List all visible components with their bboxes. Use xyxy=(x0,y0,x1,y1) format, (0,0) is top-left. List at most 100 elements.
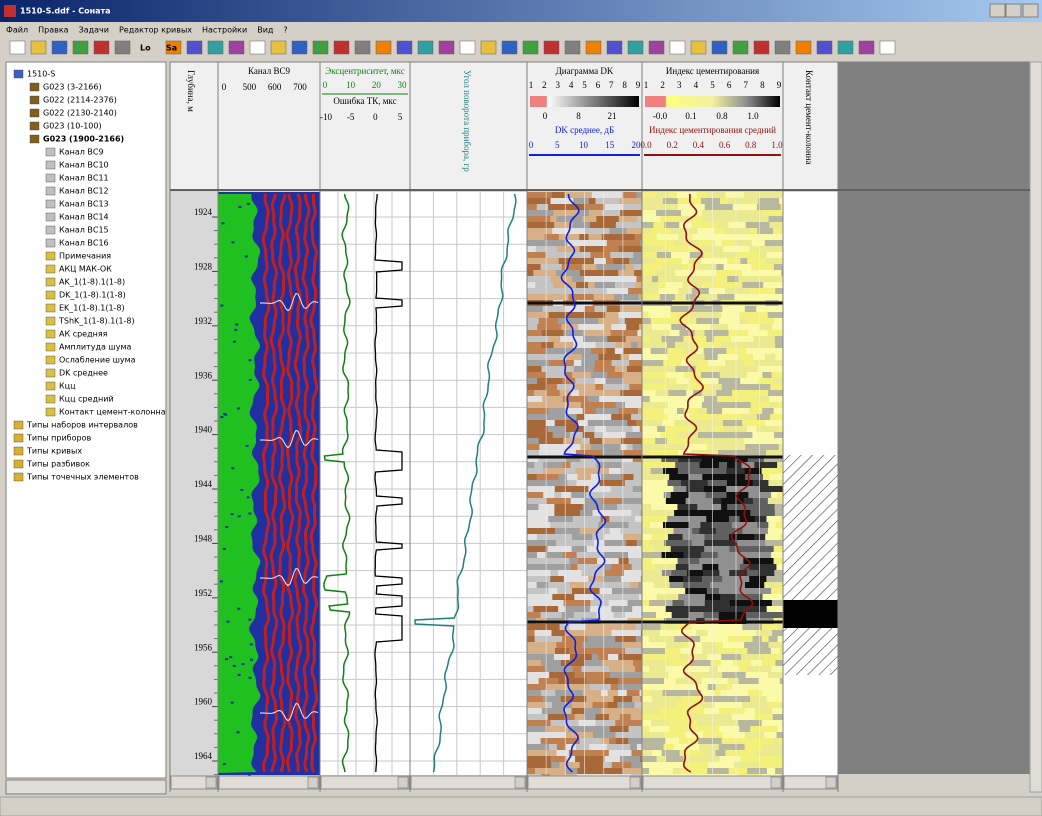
toolbar-button[interactable] xyxy=(438,40,455,55)
tree-item[interactable]: G022 (2130-2140) xyxy=(43,109,117,118)
toolbar-button[interactable] xyxy=(312,40,329,55)
maximize-button[interactable] xyxy=(1005,3,1022,18)
toolbar-button[interactable] xyxy=(480,40,497,55)
toolbar-button[interactable] xyxy=(711,40,728,55)
tree-item[interactable]: Ослабление шума xyxy=(59,356,136,365)
toolbar-button[interactable] xyxy=(270,40,287,55)
tree-item[interactable]: Примечания xyxy=(59,252,111,261)
tree-item[interactable]: Контакт цемент-колонна xyxy=(59,408,166,417)
tree-item[interactable]: Канал ВС10 xyxy=(59,161,109,170)
toolbar-button[interactable] xyxy=(858,40,875,55)
track-scrollbar[interactable] xyxy=(783,775,838,790)
menu-item[interactable]: Редактор кривых xyxy=(119,26,192,35)
menu-item[interactable]: Настройки xyxy=(202,26,247,35)
toolbar-button[interactable] xyxy=(186,40,203,55)
toolbar-button[interactable] xyxy=(795,40,812,55)
track-scrollbar[interactable] xyxy=(642,775,783,790)
tree-item[interactable]: TShK_1(1-8).1(1-8) xyxy=(58,317,135,326)
tree-item[interactable]: DK_1(1-8).1(1-8) xyxy=(59,291,126,300)
tree-item[interactable]: Типы разбивок xyxy=(26,460,90,469)
tree-item[interactable]: АК средняя xyxy=(59,330,108,339)
tree-item[interactable]: АКЦ МАК-ОК xyxy=(59,265,112,274)
toolbar-button[interactable] xyxy=(396,40,413,55)
menu-item[interactable]: Файл xyxy=(6,26,28,35)
toolbar-label[interactable]: Sa xyxy=(166,44,177,53)
menu-item[interactable]: Задачи xyxy=(79,26,109,35)
tree-item[interactable]: Канал ВС13 xyxy=(59,200,109,209)
tree-item[interactable]: Типы наборов интервалов xyxy=(26,421,138,430)
tree-item[interactable]: Канал ВС9 xyxy=(59,148,104,157)
tree-item[interactable]: Канал ВС11 xyxy=(59,174,109,183)
toolbar-button[interactable] xyxy=(375,40,392,55)
toolbar-button[interactable] xyxy=(72,40,89,55)
toolbar-button[interactable] xyxy=(774,40,791,55)
tree-item[interactable]: G023 (3-2166) xyxy=(43,83,102,92)
scroll-arrow[interactable] xyxy=(514,776,526,789)
tree-item[interactable]: Типы кривых xyxy=(26,447,82,456)
menu-item[interactable]: Вид xyxy=(257,26,274,35)
toolbar-button[interactable] xyxy=(732,40,749,55)
tree-item[interactable]: G022 (2114-2376) xyxy=(43,96,117,105)
tree-item[interactable]: Канал ВС16 xyxy=(59,239,109,248)
tree-item[interactable]: 1510-S xyxy=(27,70,55,79)
tree-item[interactable]: EK_1(1-8).1(1-8) xyxy=(59,304,125,313)
tree-item[interactable]: Кцц xyxy=(59,382,76,391)
toolbar-button[interactable] xyxy=(816,40,833,55)
toolbar-button[interactable] xyxy=(564,40,581,55)
tree-item[interactable]: Типы приборов xyxy=(26,434,91,443)
track-scrollbar[interactable] xyxy=(320,775,410,790)
tree-item[interactable]: Амплитуда шума xyxy=(59,343,132,352)
toolbar-button[interactable] xyxy=(354,40,371,55)
tree-item[interactable]: Канал ВС14 xyxy=(59,213,109,222)
tree-item[interactable]: Канал ВС15 xyxy=(59,226,109,235)
toolbar-button[interactable] xyxy=(417,40,434,55)
scroll-arrow[interactable] xyxy=(825,776,837,789)
close-button[interactable] xyxy=(1022,3,1039,18)
scroll-arrow[interactable] xyxy=(770,776,782,789)
toolbar-button[interactable] xyxy=(9,40,26,55)
toolbar-button[interactable] xyxy=(291,40,308,55)
toolbar-label[interactable]: Lo xyxy=(140,44,151,53)
scroll-arrow[interactable] xyxy=(307,776,319,789)
toolbar-button[interactable] xyxy=(30,40,47,55)
track-scrollbar[interactable] xyxy=(410,775,527,790)
track-scrollbar[interactable] xyxy=(170,775,218,790)
toolbar-button[interactable] xyxy=(501,40,518,55)
scroll-arrow[interactable] xyxy=(629,776,641,789)
toolbar-button[interactable] xyxy=(93,40,110,55)
minimize-button[interactable] xyxy=(989,3,1006,18)
toolbar-button[interactable] xyxy=(207,40,224,55)
tree-item[interactable]: Кцц средний xyxy=(59,395,114,404)
toolbar-button[interactable] xyxy=(690,40,707,55)
toolbar-button[interactable] xyxy=(879,40,896,55)
tree-item[interactable]: Типы точечных элементов xyxy=(26,473,139,482)
tree-item[interactable]: AK_1(1-8).1(1-8) xyxy=(59,278,125,287)
tree-item[interactable]: G023 (1900-2166) xyxy=(43,135,124,144)
vertical-scrollbar[interactable] xyxy=(1029,61,1042,793)
track-scrollbar[interactable] xyxy=(527,775,642,790)
scroll-arrow[interactable] xyxy=(397,776,409,789)
toolbar-button[interactable] xyxy=(228,40,245,55)
toolbar-button[interactable] xyxy=(114,40,131,55)
tree-item[interactable]: G023 (10-100) xyxy=(43,122,102,131)
tree-item[interactable]: DK среднее xyxy=(59,369,108,378)
toolbar-button[interactable] xyxy=(606,40,623,55)
toolbar-button[interactable] xyxy=(51,40,68,55)
toolbar-button[interactable] xyxy=(459,40,476,55)
scroll-arrow[interactable] xyxy=(205,776,217,789)
toolbar-button[interactable] xyxy=(669,40,686,55)
track-scrollbar[interactable] xyxy=(218,775,320,790)
toolbar-button[interactable] xyxy=(165,40,182,55)
toolbar-button[interactable] xyxy=(543,40,560,55)
menu-item[interactable]: ? xyxy=(283,26,287,35)
toolbar-button[interactable] xyxy=(837,40,854,55)
tree-scrollbar[interactable] xyxy=(5,779,167,795)
menu-item[interactable]: Правка xyxy=(38,26,69,35)
toolbar-button[interactable] xyxy=(648,40,665,55)
toolbar-button[interactable] xyxy=(522,40,539,55)
toolbar-button[interactable] xyxy=(333,40,350,55)
tree-item[interactable]: Канал ВС12 xyxy=(59,187,109,196)
toolbar-button[interactable] xyxy=(753,40,770,55)
toolbar-button[interactable] xyxy=(585,40,602,55)
toolbar-button[interactable] xyxy=(249,40,266,55)
